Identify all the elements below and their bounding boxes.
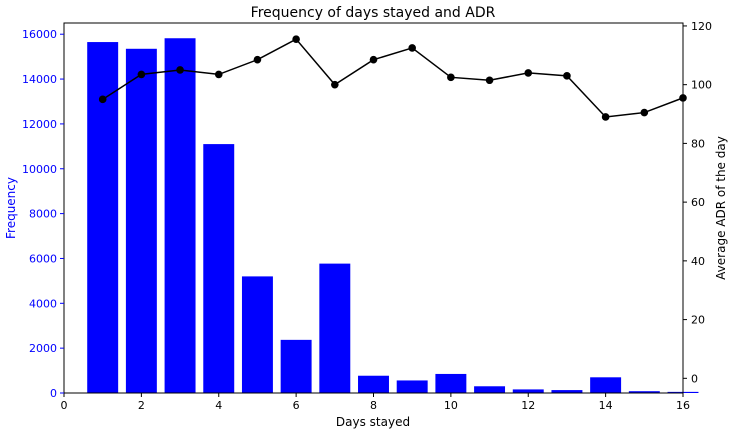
x-tick-label: 10 bbox=[444, 399, 458, 412]
bar bbox=[203, 144, 235, 393]
y-left-tick-label: 4000 bbox=[29, 297, 57, 310]
x-tick-label: 6 bbox=[293, 399, 300, 412]
bar bbox=[551, 390, 583, 393]
x-tick-label: 8 bbox=[370, 399, 377, 412]
adr-point bbox=[214, 70, 223, 79]
y-left-tick-label: 10000 bbox=[22, 163, 57, 176]
bar bbox=[358, 375, 389, 393]
y-right-tick-label: 60 bbox=[691, 196, 705, 209]
adr-line bbox=[102, 38, 684, 118]
adr-point bbox=[369, 55, 378, 64]
y-right-tick-label: 80 bbox=[691, 137, 705, 150]
bar bbox=[241, 276, 273, 393]
x-tick-label: 2 bbox=[138, 399, 145, 412]
bar bbox=[590, 377, 622, 393]
bar bbox=[87, 42, 119, 393]
x-tick-label: 14 bbox=[599, 399, 613, 412]
y-right-tick-label: 120 bbox=[691, 20, 712, 33]
adr-point bbox=[331, 80, 339, 89]
y-left-tick-label: 8000 bbox=[29, 208, 57, 221]
adr-point bbox=[640, 108, 649, 117]
x-tick-label: 4 bbox=[215, 399, 222, 412]
x-axis-label: Days stayed bbox=[336, 415, 410, 429]
adr-point bbox=[447, 73, 455, 82]
y-left-tick-label: 0 bbox=[50, 387, 57, 400]
bar bbox=[125, 48, 157, 394]
bar bbox=[280, 339, 312, 393]
y-left-tick-label: 14000 bbox=[22, 73, 57, 86]
bar bbox=[164, 38, 196, 394]
adr-point bbox=[176, 66, 184, 74]
y-axis-left-label: Frequency bbox=[4, 177, 18, 239]
adr-point bbox=[524, 69, 533, 77]
chart-title: Frequency of days stayed and ADR bbox=[251, 5, 496, 21]
y-left-tick-label: 6000 bbox=[29, 252, 57, 265]
bar bbox=[512, 389, 544, 393]
adr-point bbox=[292, 35, 300, 43]
x-tick-label: 16 bbox=[676, 399, 690, 412]
y-right-tick-label: 40 bbox=[691, 255, 705, 268]
adr-point bbox=[253, 55, 262, 64]
axes-layer: 0 2 4 6 8 10 12 14 16 0 2000 4000 6000 8000 10000 12000… bbox=[22, 20, 712, 412]
y-left-tick-label: 16000 bbox=[22, 28, 57, 41]
adr-point bbox=[563, 72, 571, 80]
y-left-tick-label: 12000 bbox=[22, 118, 57, 131]
bar bbox=[435, 373, 467, 393]
bars-layer bbox=[87, 38, 699, 394]
adr-point bbox=[137, 70, 146, 79]
bar bbox=[319, 263, 351, 393]
adr-point bbox=[98, 95, 107, 104]
bar bbox=[396, 380, 428, 393]
x-tick-label: 12 bbox=[521, 399, 535, 412]
line-layer bbox=[98, 35, 687, 121]
bar bbox=[474, 386, 506, 393]
y-left-tick-label: 2000 bbox=[29, 342, 57, 355]
y-right-tick-label: 20 bbox=[691, 314, 705, 327]
bar bbox=[628, 391, 660, 393]
adr-point bbox=[601, 113, 610, 121]
y-right-tick-label: 0 bbox=[691, 372, 698, 385]
adr-point bbox=[485, 76, 494, 85]
y-axis-right-label: Average ADR of the day bbox=[714, 136, 728, 280]
y-right-tick-label: 100 bbox=[691, 79, 712, 92]
adr-point bbox=[408, 44, 416, 52]
x-tick-label: 0 bbox=[61, 399, 68, 412]
